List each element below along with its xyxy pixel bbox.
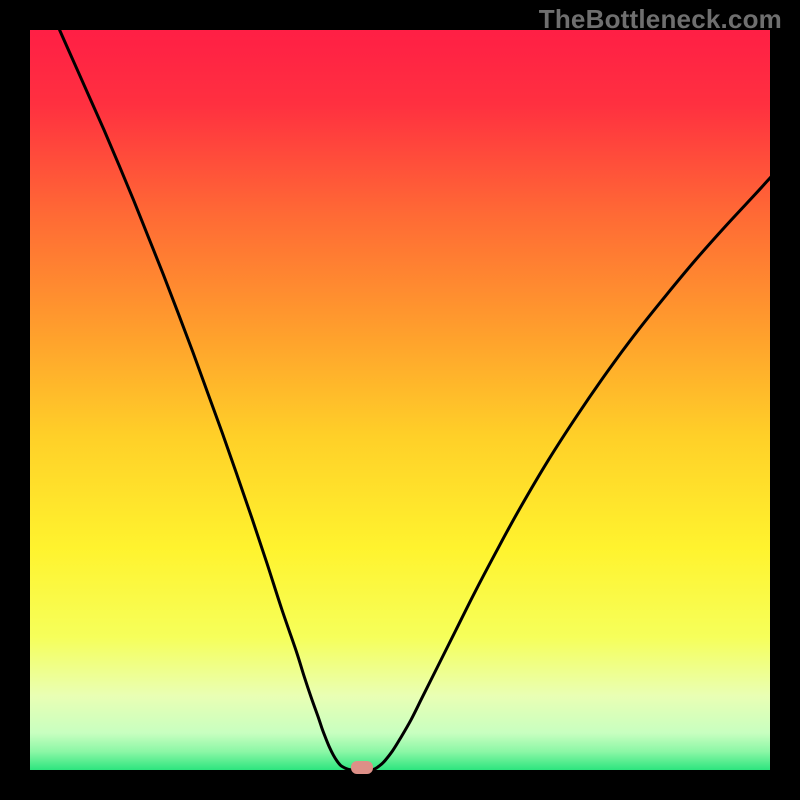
chart-frame: TheBottleneck.com xyxy=(0,0,800,800)
bottleneck-curve xyxy=(30,30,770,770)
plot-area xyxy=(30,30,770,770)
minimum-marker xyxy=(351,761,373,774)
